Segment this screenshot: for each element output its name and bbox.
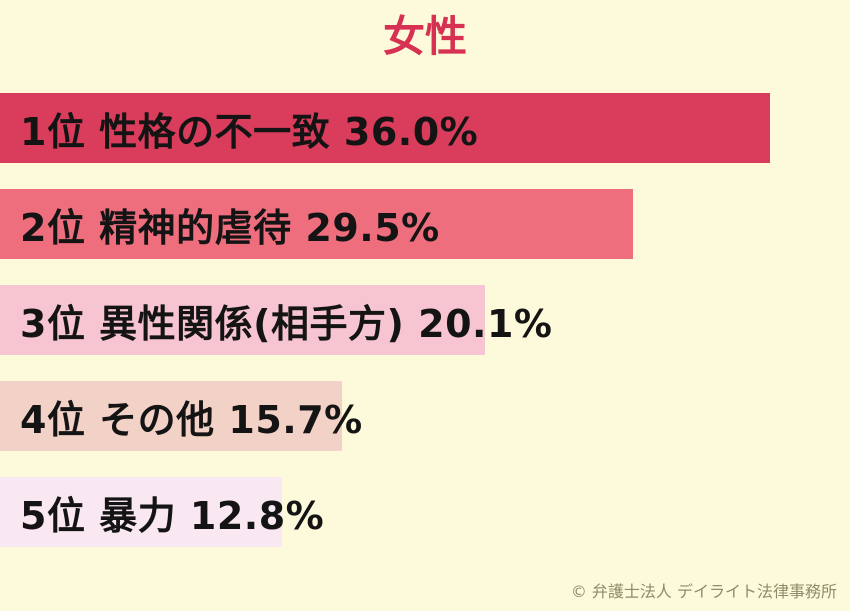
- bar-rank-4-label: 4位 その他 15.7%: [20, 397, 363, 442]
- bar-rank-4: 4位 その他 15.7%: [0, 381, 362, 451]
- bar-rank-2: 2位 精神的虐待 29.5%: [0, 189, 633, 259]
- bar-rank-1: 1位 性格の不一致 36.0%: [0, 93, 770, 163]
- bar-rank-5-label: 5位 暴力 12.8%: [20, 493, 325, 538]
- bar-list: 1位 性格の不一致 36.0% 2位 精神的虐待 29.5% 3位 異性関係(相…: [0, 93, 850, 573]
- bar-rank-5: 5位 暴力 12.8%: [0, 477, 324, 547]
- copyright-text: © 弁護士法人 デイライト法律事務所: [570, 582, 837, 601]
- chart-title: 女性: [382, 12, 467, 61]
- bar-rank-2-label: 2位 精神的虐待 29.5%: [20, 205, 440, 250]
- bar-rank-3: 3位 異性関係(相手方) 20.1%: [0, 285, 552, 355]
- bar-rank-3-label: 3位 異性関係(相手方) 20.1%: [20, 301, 553, 346]
- bar-rank-1-label: 1位 性格の不一致 36.0%: [20, 109, 479, 154]
